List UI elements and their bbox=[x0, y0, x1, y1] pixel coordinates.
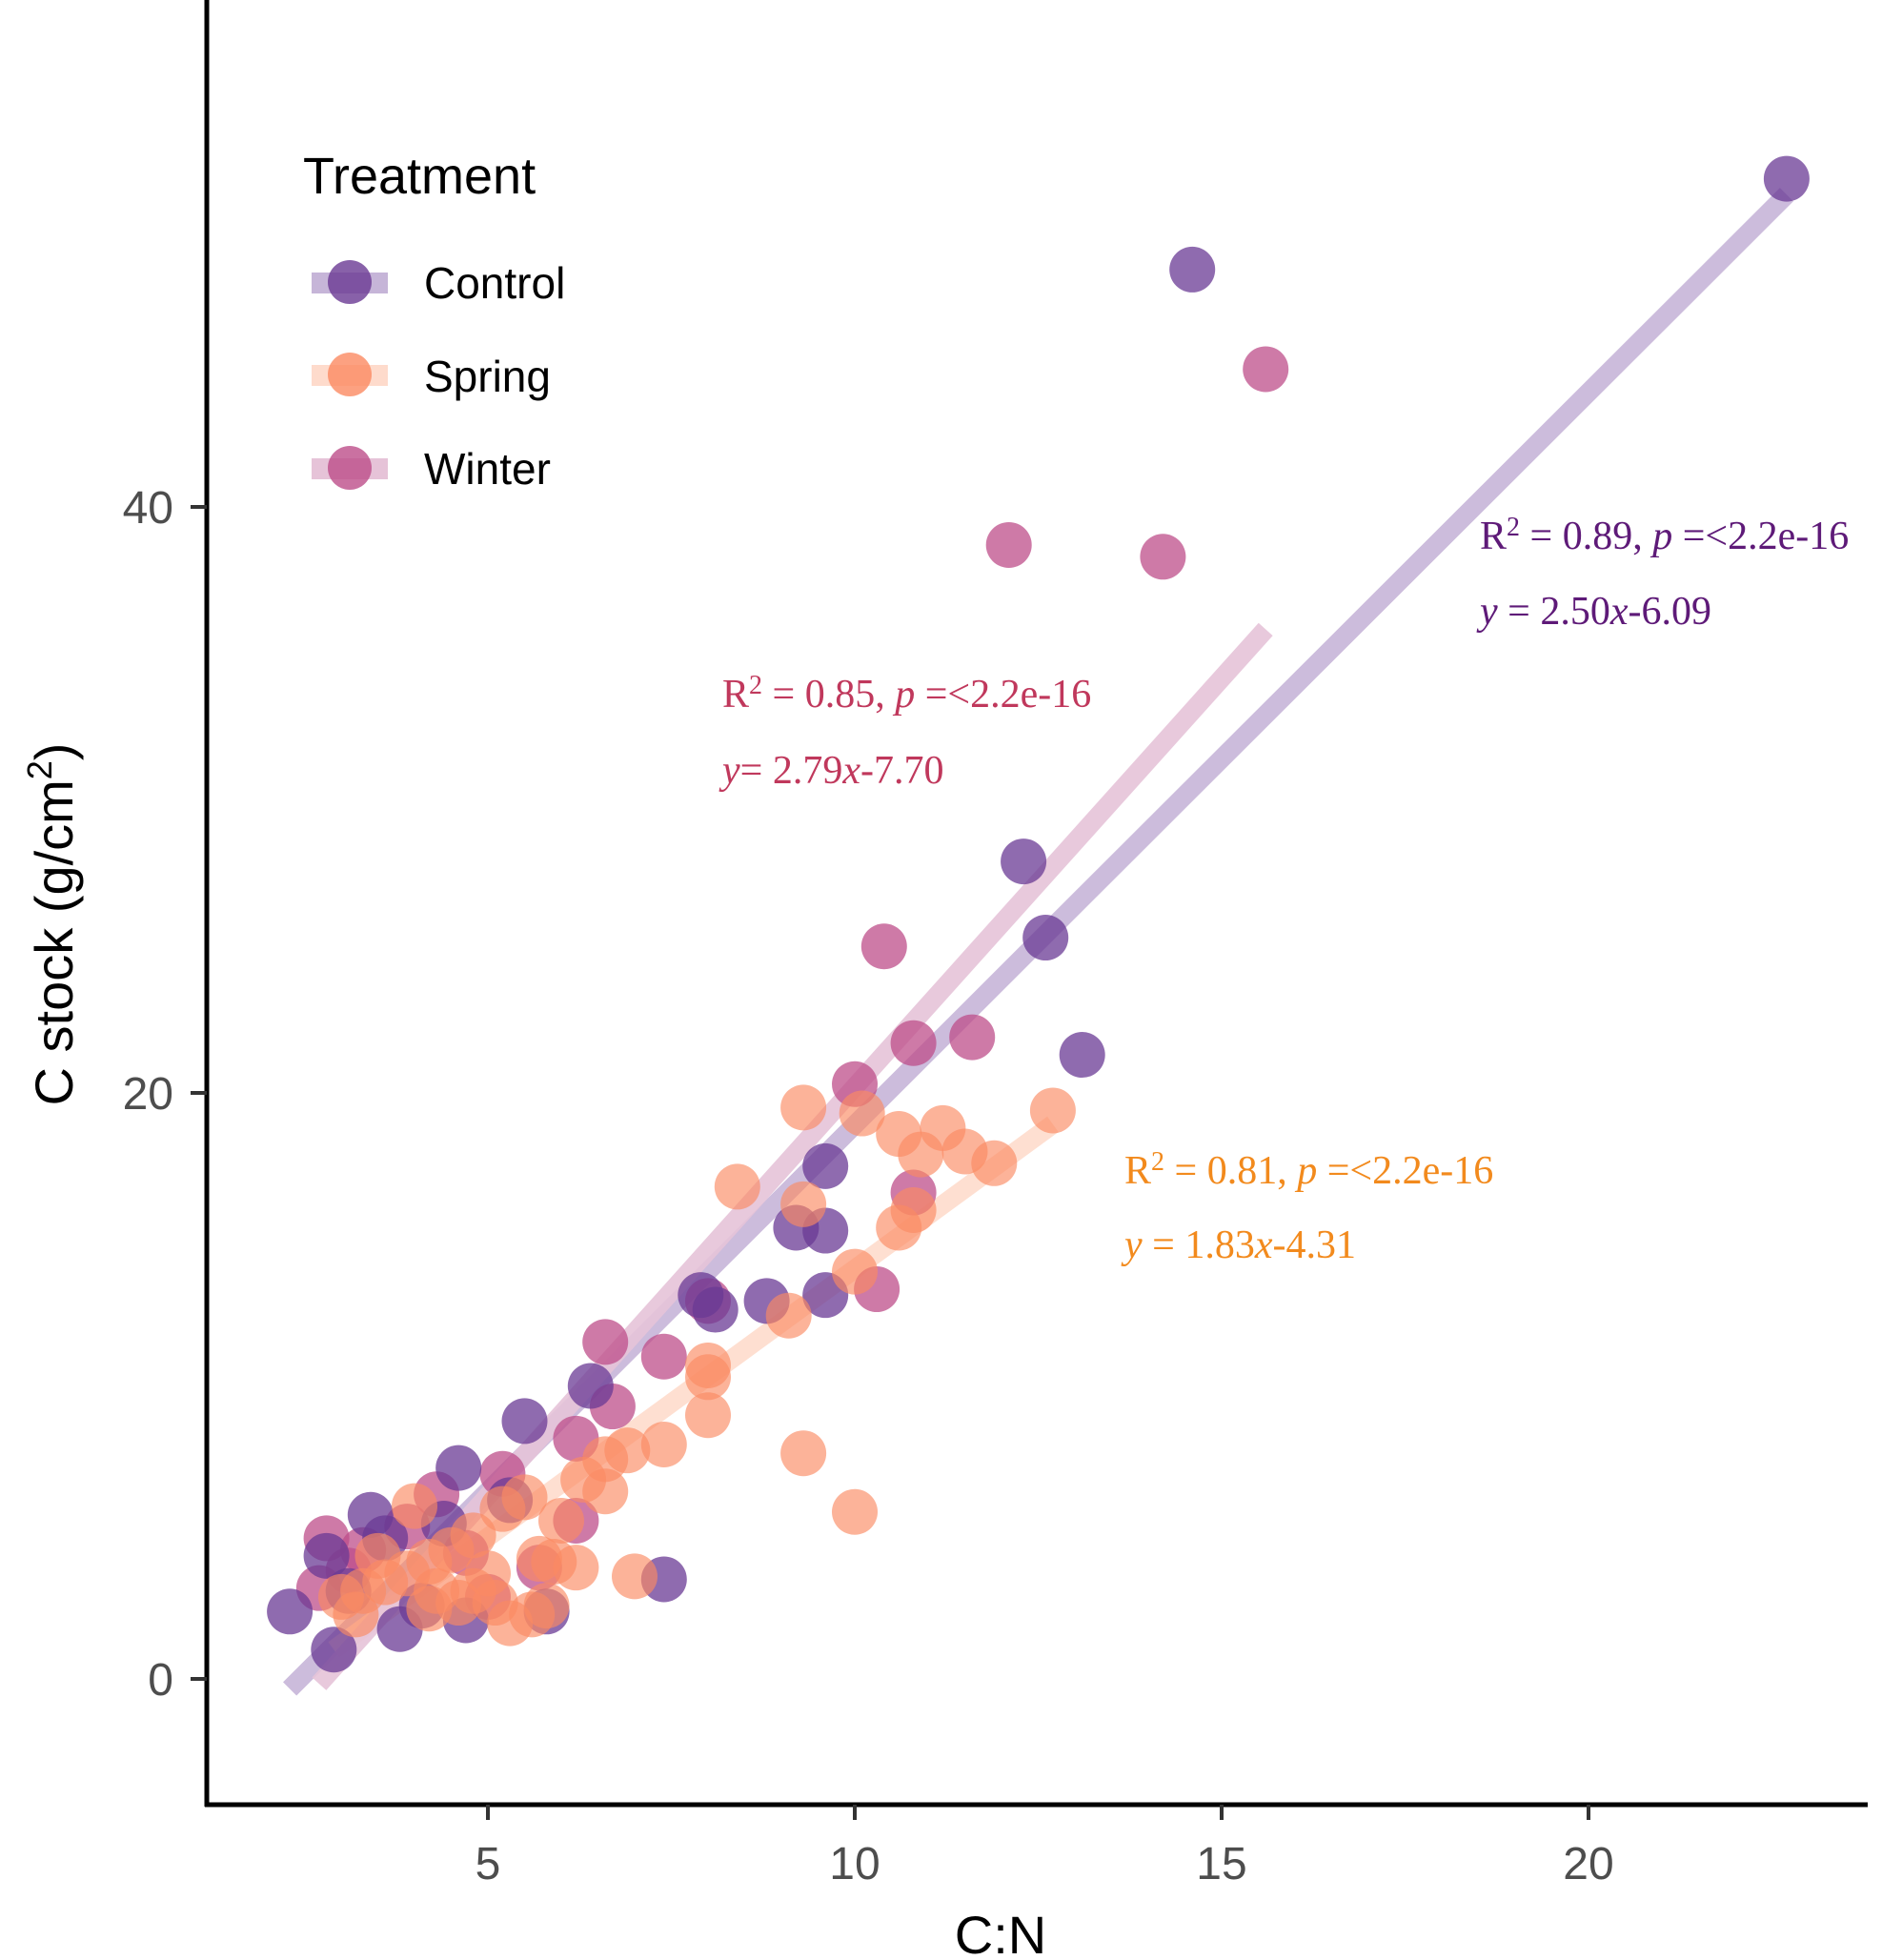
legend-label-winter: Winter bbox=[424, 444, 551, 494]
x-tick-label: 20 bbox=[1563, 1839, 1613, 1889]
data-point-control bbox=[802, 1142, 849, 1189]
x-tick-label: 5 bbox=[476, 1839, 501, 1889]
data-point-winter bbox=[860, 923, 907, 970]
annotation-winter-equation: y= 2.79x-7.70 bbox=[718, 749, 944, 793]
legend-key-point-winter bbox=[328, 446, 372, 490]
data-point-winter bbox=[890, 1020, 937, 1066]
data-point-spring bbox=[765, 1292, 812, 1339]
annotation-control-equation: y = 2.50x-6.09 bbox=[1476, 590, 1711, 634]
data-point-spring bbox=[876, 1204, 922, 1251]
data-point-winter bbox=[1140, 534, 1186, 580]
data-point-winter bbox=[1243, 346, 1289, 393]
data-point-spring bbox=[839, 1090, 885, 1137]
data-point-spring bbox=[538, 1497, 584, 1544]
annotation-control: R2 = 0.89, p =<2.2e-16 y = 2.50x-6.09 bbox=[1476, 513, 1849, 634]
x-axis-ticks: 5 10 15 20 bbox=[476, 1805, 1614, 1889]
annotation-winter: R2 = 0.85, p =<2.2e-16 y= 2.79x-7.70 bbox=[718, 671, 1091, 793]
legend-key-point-control bbox=[328, 260, 372, 304]
data-point-control bbox=[1059, 1032, 1105, 1079]
data-point-spring bbox=[640, 1422, 687, 1467]
y-axis-title: C stock (g/cm2) bbox=[20, 743, 84, 1106]
data-point-spring bbox=[780, 1430, 827, 1477]
y-axis-title-sup: 2 bbox=[20, 760, 59, 779]
data-point-control bbox=[692, 1286, 739, 1333]
annotation-spring: R2 = 0.81, p =<2.2e-16 y = 1.83x-4.31 bbox=[1121, 1147, 1493, 1267]
data-point-spring bbox=[553, 1545, 599, 1591]
legend-label-control: Control bbox=[424, 258, 565, 308]
data-point-spring bbox=[685, 1392, 731, 1439]
legend-key-point-spring bbox=[328, 353, 372, 396]
y-tick-label: 0 bbox=[148, 1655, 173, 1706]
data-point-spring bbox=[780, 1084, 827, 1131]
data-point-spring bbox=[392, 1483, 437, 1529]
data-point-spring bbox=[714, 1163, 760, 1210]
data-points bbox=[267, 155, 1810, 1673]
data-point-spring bbox=[612, 1553, 658, 1600]
x-axis-title: C:N bbox=[955, 1905, 1046, 1960]
data-point-control bbox=[303, 1532, 350, 1579]
data-point-control bbox=[435, 1445, 482, 1491]
y-tick-label: 40 bbox=[123, 483, 173, 534]
data-point-spring bbox=[487, 1600, 534, 1647]
annotation-winter-r2: R2 = 0.85, p =<2.2e-16 bbox=[722, 671, 1091, 717]
legend: Treatment Control Spring Winter bbox=[303, 148, 565, 494]
annotation-spring-r2: R2 = 0.81, p =<2.2e-16 bbox=[1124, 1147, 1493, 1193]
data-point-spring bbox=[354, 1532, 401, 1579]
y-axis-title-main: C stock (g/cm bbox=[24, 779, 84, 1105]
x-tick-label: 10 bbox=[829, 1839, 880, 1889]
data-point-control bbox=[1001, 839, 1047, 885]
data-point-winter bbox=[582, 1319, 629, 1365]
data-point-spring bbox=[406, 1586, 453, 1632]
data-point-spring bbox=[1029, 1087, 1076, 1134]
data-point-control bbox=[1022, 915, 1069, 961]
data-point-spring bbox=[333, 1591, 379, 1638]
data-point-spring bbox=[523, 1583, 570, 1629]
data-point-spring bbox=[971, 1140, 1018, 1186]
data-point-spring bbox=[560, 1456, 607, 1503]
annotation-spring-equation: y = 1.83x-4.31 bbox=[1121, 1223, 1356, 1267]
data-point-spring bbox=[832, 1248, 878, 1295]
data-point-spring bbox=[780, 1181, 827, 1227]
data-point-control bbox=[567, 1363, 614, 1409]
data-point-spring bbox=[465, 1550, 511, 1597]
data-point-control bbox=[501, 1398, 548, 1445]
annotation-control-r2: R2 = 0.89, p =<2.2e-16 bbox=[1480, 513, 1849, 558]
data-point-winter bbox=[640, 1333, 687, 1380]
y-tick-label: 20 bbox=[123, 1069, 173, 1120]
x-tick-label: 15 bbox=[1196, 1839, 1246, 1889]
legend-item-winter: Winter bbox=[312, 444, 551, 494]
data-point-control bbox=[267, 1588, 314, 1635]
legend-title: Treatment bbox=[303, 148, 536, 205]
data-point-spring bbox=[479, 1485, 526, 1532]
data-point-control bbox=[311, 1627, 357, 1673]
legend-item-spring: Spring bbox=[312, 352, 551, 401]
data-point-control bbox=[1169, 246, 1216, 293]
y-axis-ticks: 0 20 40 bbox=[123, 483, 207, 1706]
legend-item-control: Control bbox=[312, 258, 565, 308]
data-point-winter bbox=[985, 521, 1032, 568]
y-axis-title-suffix: ) bbox=[24, 743, 84, 761]
data-point-spring bbox=[685, 1354, 731, 1401]
data-point-winter bbox=[949, 1014, 996, 1061]
legend-label-spring: Spring bbox=[424, 352, 551, 401]
regression-line-winter bbox=[312, 622, 1273, 1690]
data-point-spring bbox=[898, 1131, 944, 1178]
data-point-control bbox=[1763, 155, 1810, 202]
data-point-spring bbox=[832, 1488, 878, 1535]
